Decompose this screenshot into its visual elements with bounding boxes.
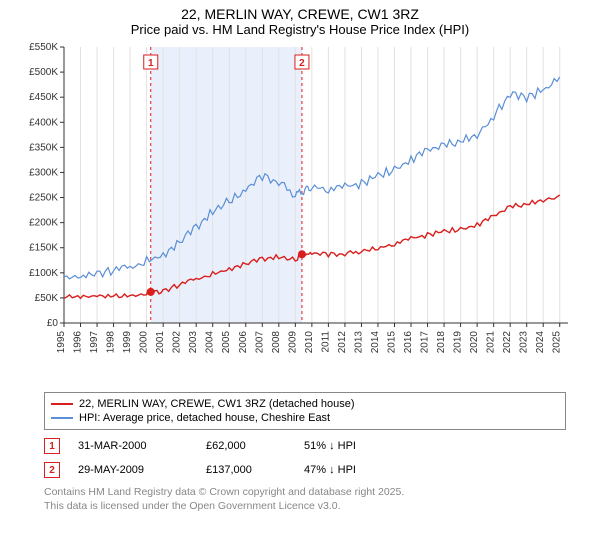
- legend-label: 22, MERLIN WAY, CREWE, CW1 3RZ (detached…: [79, 398, 355, 410]
- svg-text:£400K: £400K: [29, 117, 58, 128]
- legend-swatch: [51, 417, 73, 419]
- svg-text:2018: 2018: [436, 331, 447, 354]
- svg-text:1999: 1999: [122, 331, 133, 354]
- svg-text:2019: 2019: [453, 331, 464, 354]
- svg-text:2000: 2000: [139, 331, 150, 354]
- license-line-1: Contains HM Land Registry data © Crown c…: [44, 486, 566, 500]
- event-pct: 47% ↓ HPI: [304, 464, 394, 476]
- svg-text:£0: £0: [47, 318, 59, 329]
- svg-text:2015: 2015: [386, 331, 397, 354]
- svg-text:2001: 2001: [155, 331, 166, 354]
- event-marker: 1: [44, 438, 60, 454]
- svg-text:2017: 2017: [420, 331, 431, 354]
- event-date: 31-MAR-2000: [78, 440, 188, 452]
- svg-text:£550K: £550K: [29, 42, 58, 53]
- svg-text:2007: 2007: [254, 331, 265, 354]
- legend-label: HPI: Average price, detached house, Ches…: [79, 412, 330, 424]
- event-date: 29-MAY-2009: [78, 464, 188, 476]
- event-row: 2 29-MAY-2009 £137,000 47% ↓ HPI: [44, 458, 566, 482]
- svg-text:2014: 2014: [370, 331, 381, 354]
- svg-text:£350K: £350K: [29, 142, 58, 153]
- svg-text:2020: 2020: [469, 331, 480, 354]
- svg-text:2002: 2002: [172, 331, 183, 354]
- svg-text:£150K: £150K: [29, 243, 58, 254]
- svg-text:£100K: £100K: [29, 268, 58, 279]
- legend: 22, MERLIN WAY, CREWE, CW1 3RZ (detached…: [44, 392, 566, 430]
- svg-text:2025: 2025: [552, 331, 563, 354]
- svg-text:1997: 1997: [89, 331, 100, 354]
- event-table: 1 31-MAR-2000 £62,000 51% ↓ HPI 2 29-MAY-2009…: [44, 434, 566, 482]
- svg-text:2: 2: [299, 58, 305, 69]
- svg-text:2009: 2009: [287, 331, 298, 354]
- svg-text:2021: 2021: [486, 331, 497, 354]
- svg-text:2006: 2006: [238, 331, 249, 354]
- svg-text:1995: 1995: [56, 331, 67, 354]
- svg-text:2010: 2010: [304, 331, 315, 354]
- svg-text:2016: 2016: [403, 331, 414, 354]
- svg-text:£300K: £300K: [29, 167, 58, 178]
- svg-text:2012: 2012: [337, 331, 348, 354]
- svg-text:£500K: £500K: [29, 67, 58, 78]
- svg-text:2024: 2024: [535, 331, 546, 354]
- event-price: £62,000: [206, 440, 286, 452]
- svg-text:£250K: £250K: [29, 193, 58, 204]
- event-row: 1 31-MAR-2000 £62,000 51% ↓ HPI: [44, 434, 566, 458]
- legend-row: 22, MERLIN WAY, CREWE, CW1 3RZ (detached…: [51, 397, 559, 411]
- svg-text:2008: 2008: [271, 331, 282, 354]
- license-line-2: This data is licensed under the Open Gov…: [44, 500, 566, 514]
- svg-text:£200K: £200K: [29, 218, 58, 229]
- svg-text:2023: 2023: [519, 331, 530, 354]
- page-title: 22, MERLIN WAY, CREWE, CW1 3RZ: [0, 0, 600, 22]
- svg-text:2022: 2022: [502, 331, 513, 354]
- legend-swatch: [51, 403, 73, 405]
- svg-text:2003: 2003: [188, 331, 199, 354]
- svg-text:2011: 2011: [320, 331, 331, 353]
- chart: £0 £50K £100K £150K £200K £250K £300K £350K £400…: [20, 41, 580, 386]
- svg-text:1998: 1998: [106, 331, 117, 354]
- chart-svg: £0 £50K £100K £150K £200K £250K £300K £350K £400…: [20, 41, 580, 381]
- license-text: Contains HM Land Registry data © Crown c…: [44, 486, 566, 513]
- svg-text:£50K: £50K: [35, 293, 59, 304]
- svg-text:1: 1: [148, 58, 154, 69]
- event-marker: 2: [44, 462, 60, 478]
- event-price: £137,000: [206, 464, 286, 476]
- legend-row: HPI: Average price, detached house, Ches…: [51, 411, 559, 425]
- page-subtitle: Price paid vs. HM Land Registry's House …: [0, 22, 600, 41]
- svg-text:2013: 2013: [353, 331, 364, 354]
- svg-text:2005: 2005: [221, 331, 232, 354]
- svg-text:2004: 2004: [205, 331, 216, 354]
- svg-text:1996: 1996: [73, 331, 84, 354]
- svg-text:£450K: £450K: [29, 92, 58, 103]
- event-pct: 51% ↓ HPI: [304, 440, 394, 452]
